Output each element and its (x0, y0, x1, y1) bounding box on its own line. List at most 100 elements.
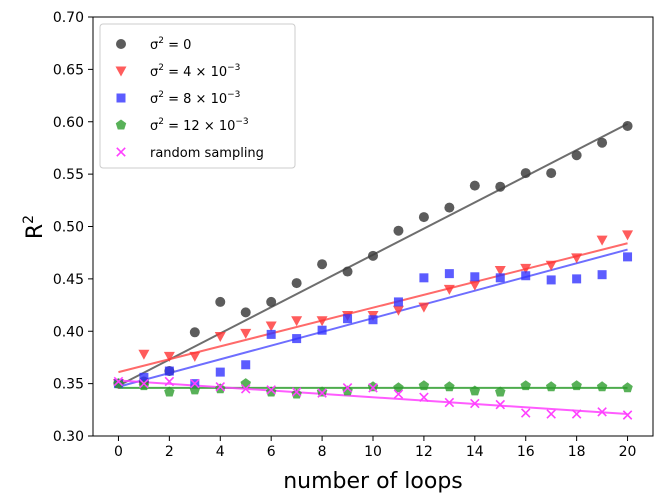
y-tick-label: 0.35 (53, 377, 84, 393)
data-point-series-3 (139, 372, 149, 382)
data-point-series-3 (597, 270, 607, 280)
data-point-series-2 (469, 280, 481, 291)
y-tick-label: 0.70 (53, 10, 84, 26)
data-point-series-4 (444, 381, 455, 392)
y-tick-label: 0.45 (53, 272, 84, 288)
data-point-series-1 (546, 168, 557, 179)
legend-marker-1 (116, 39, 126, 49)
data-point-series-3 (444, 269, 454, 279)
data-point-series-4 (495, 386, 506, 397)
data-point-series-4 (545, 381, 557, 392)
legend-marker-2 (115, 66, 127, 77)
data-point-series-3 (470, 272, 480, 282)
y-tick-label: 0.40 (53, 324, 84, 340)
x-axis: 0 2 4 6 8 10 12 14 16 18 20 (114, 436, 636, 460)
x-tick-label: 16 (517, 444, 535, 460)
data-point-series-2 (138, 349, 150, 360)
data-point-series-4 (291, 388, 302, 399)
data-point-series-5 (240, 384, 251, 394)
data-point-series-5 (520, 408, 531, 418)
data-point-series-1 (520, 168, 531, 179)
data-point-series-2 (291, 316, 303, 327)
data-point-series-5 (419, 392, 429, 403)
data-point-series-3 (266, 329, 276, 339)
data-point-series-2 (443, 284, 455, 295)
data-point-series-3 (343, 314, 353, 324)
y-tick-label: 0.50 (53, 220, 84, 236)
data-point-series-4 (240, 378, 251, 389)
data-point-series-4 (164, 386, 175, 397)
data-point-series-1 (240, 307, 251, 318)
y-axis: 0.30 0.35 0.40 0.45 0.50 0.55 0.60 0.65 0.70 (53, 10, 93, 445)
data-point-series-5 (164, 376, 175, 387)
legend-marker-4 (115, 119, 127, 130)
data-point-series-5 (317, 388, 327, 398)
data-point-series-1 (393, 225, 404, 236)
legend-label-1: σ2 = 0 (150, 36, 191, 53)
fit-line-series-2 (118, 242, 628, 374)
data-point-series-4 (520, 380, 531, 391)
y-tick-label: 0.55 (53, 167, 84, 183)
legend-frame (99, 23, 296, 169)
data-point-series-5 (444, 397, 455, 408)
data-point-series-5 (139, 378, 149, 389)
x-tick-label: 4 (216, 444, 225, 460)
data-point-series-3 (495, 273, 505, 283)
y-axis-title: R2 (21, 215, 48, 239)
data-point-series-3 (368, 315, 378, 325)
data-point-series-4 (418, 380, 430, 391)
data-point-series-5 (266, 385, 276, 395)
data-point-series-1 (418, 212, 429, 223)
data-point-series-3 (241, 360, 251, 370)
data-point-series-4 (622, 382, 633, 393)
data-point-series-1 (291, 278, 302, 289)
y-tick-label: 0.30 (53, 429, 84, 445)
data-point-series-2 (520, 263, 532, 274)
x-tick-label: 6 (267, 444, 276, 460)
fit-line-series-5 (118, 379, 628, 416)
data-point-series-2 (189, 351, 201, 362)
legend-label-3: σ2 = 8 × 10−3 (150, 90, 240, 107)
x-axis-title: number of loops (283, 469, 463, 494)
data-point-series-4 (138, 380, 150, 391)
data-point-series-1 (622, 120, 633, 131)
data-point-series-2 (240, 328, 252, 339)
y-tick-label: 0.65 (53, 62, 84, 78)
data-point-series-2 (316, 316, 328, 327)
data-point-series-2 (265, 321, 277, 332)
data-point-series-1 (444, 202, 455, 213)
data-point-series-1 (368, 250, 378, 261)
data-point-series-5 (597, 407, 607, 417)
data-point-series-1 (571, 150, 582, 161)
data-point-series-2 (571, 253, 583, 264)
data-point-series-4 (367, 381, 379, 392)
data-point-series-5 (113, 376, 124, 387)
data-point-series-4 (571, 380, 582, 391)
data-point-series-5 (368, 383, 378, 393)
x-tick-label: 18 (568, 444, 586, 460)
data-point-series-1 (215, 296, 226, 307)
data-point-series-4 (316, 386, 328, 397)
data-point-series-1 (317, 259, 328, 270)
data-point-series-2 (622, 230, 634, 241)
data-point-series-3 (546, 275, 556, 285)
data-point-series-1 (495, 181, 506, 192)
data-point-series-5 (215, 382, 226, 392)
y-axis-title-sup: 2 (21, 215, 37, 224)
y-axis-title-base: R (23, 224, 48, 239)
data-point-series-5 (342, 383, 353, 393)
legend: σ2 = 0 σ2 = 4 × 10−3 σ2 = 8 × 10−3 σ2 = 12 … (99, 23, 296, 169)
data-point-series-5 (470, 398, 480, 409)
data-point-series-2 (596, 235, 608, 246)
data-point-series-5 (571, 409, 582, 419)
data-point-series-5 (190, 378, 200, 389)
legend-label-5: random sampling (150, 146, 264, 161)
data-point-series-3 (521, 271, 531, 281)
data-point-series-1 (342, 266, 353, 277)
data-point-series-3 (572, 274, 582, 284)
data-point-series-3 (623, 252, 633, 262)
data-point-series-4 (113, 378, 124, 389)
data-point-series-3 (317, 325, 327, 335)
data-point-series-5 (546, 409, 556, 419)
data-point-series-2 (214, 331, 226, 342)
